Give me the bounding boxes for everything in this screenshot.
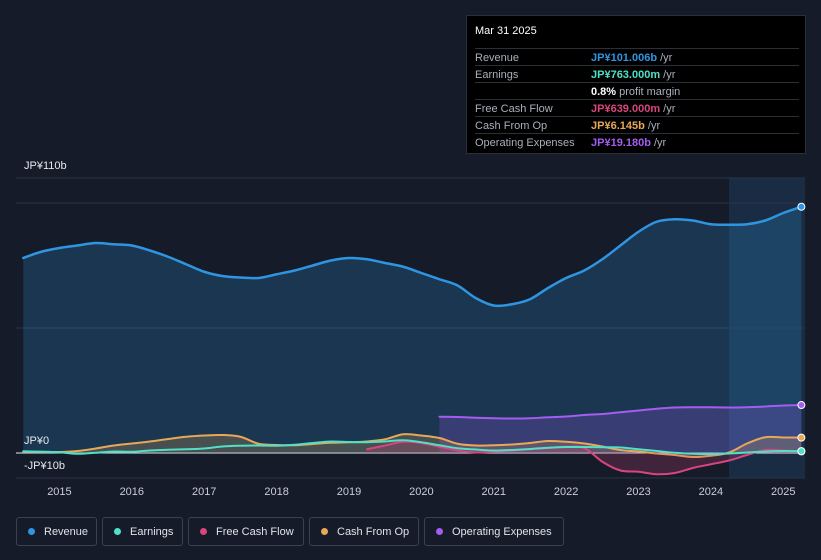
legend-dot-icon [114, 528, 121, 535]
tooltip-row-free-cash-flow: Free Cash Flow JP¥639.000m /yr [475, 99, 799, 117]
tooltip-label: Revenue [475, 52, 520, 64]
operating-expenses-area [439, 405, 802, 453]
revenue-line [21, 205, 803, 308]
tooltip-label: Cash From Op [475, 120, 548, 132]
x-tick-label: 2023 [626, 486, 650, 498]
data-tooltip: Mar 31 2025 Revenue JP¥101.006b /yr Earn… [466, 15, 806, 154]
tooltip-value: JP¥19.180b /yr [591, 137, 667, 149]
x-tick-label: 2017 [192, 486, 216, 498]
legend-label: Revenue [44, 525, 89, 538]
series-layer [21, 202, 806, 476]
legend-label: Cash From Op [337, 525, 410, 538]
legend-dot-icon [436, 528, 443, 535]
legend-label: Operating Expenses [452, 525, 552, 538]
y-tick-label: -JP¥10b [24, 460, 65, 472]
x-tick-label: 2015 [47, 486, 71, 498]
cash-from-op-area [23, 434, 802, 458]
earnings-end-point [797, 447, 806, 456]
tooltip-value: JP¥6.145b /yr [591, 120, 661, 132]
operating-expenses-line [438, 404, 803, 420]
tooltip-value: JP¥763.000m /yr [591, 69, 676, 81]
tooltip-value: JP¥101.006b /yr [591, 52, 673, 64]
grid-lines [16, 177, 805, 479]
x-tick-label: 2018 [264, 486, 288, 498]
tooltip-row-cash-from-op: Cash From Op JP¥6.145b /yr [475, 116, 799, 134]
cash-from-op-end-point [797, 433, 806, 442]
legend-item-free-cash-flow[interactable]: Free Cash Flow [188, 517, 304, 546]
tooltip-row-operating-expenses: Operating Expenses JP¥19.180b /yr [475, 133, 799, 151]
operating-expenses-end-point [797, 401, 806, 410]
cash-from-op-line [22, 433, 803, 459]
x-tick-label: 2020 [409, 486, 433, 498]
tooltip-label: Earnings [475, 69, 519, 81]
x-tick-label: 2024 [699, 486, 723, 498]
free-cash-flow-area [367, 441, 802, 475]
y-tick-label: JP¥110b [24, 160, 67, 172]
legend-label: Free Cash Flow [216, 525, 294, 538]
earnings-line [22, 439, 803, 456]
legend-item-earnings[interactable]: Earnings [102, 517, 183, 546]
legend-dot-icon [28, 528, 35, 535]
legend-item-revenue[interactable]: Revenue [16, 517, 97, 546]
tooltip-value: JP¥639.000m /yr [591, 103, 676, 115]
revenue-area [23, 206, 802, 453]
x-tick-label: 2022 [554, 486, 578, 498]
tooltip-label: Free Cash Flow [475, 103, 553, 115]
tooltip-value: 0.8% profit margin [591, 86, 681, 98]
legend-item-cash-from-op[interactable]: Cash From Op [309, 517, 419, 546]
legend-item-operating-expenses[interactable]: Operating Expenses [424, 517, 564, 546]
tooltip-row-earnings: Earnings JP¥763.000m /yr [475, 65, 799, 83]
x-axis-ticks: 2015 2016 2017 2018 2019 2020 2021 2022 2023 2024… [47, 486, 795, 498]
x-tick-label: 2021 [482, 486, 506, 498]
tooltip-row-revenue: Revenue JP¥101.006b /yr [475, 48, 799, 66]
tooltip-row-profit-margin: 0.8% profit margin [475, 82, 799, 100]
revenue-end-point [797, 202, 806, 211]
tooltip-date: Mar 31 2025 [475, 25, 537, 37]
y-tick-label: JP¥0 [24, 435, 50, 447]
tooltip-label: Operating Expenses [475, 137, 575, 149]
legend-dot-icon [200, 528, 207, 535]
x-tick-label: 2019 [337, 486, 361, 498]
legend-label: Earnings [130, 525, 174, 538]
legend-dot-icon [321, 528, 328, 535]
x-tick-label: 2016 [120, 486, 144, 498]
x-tick-label: 2025 [771, 486, 795, 498]
